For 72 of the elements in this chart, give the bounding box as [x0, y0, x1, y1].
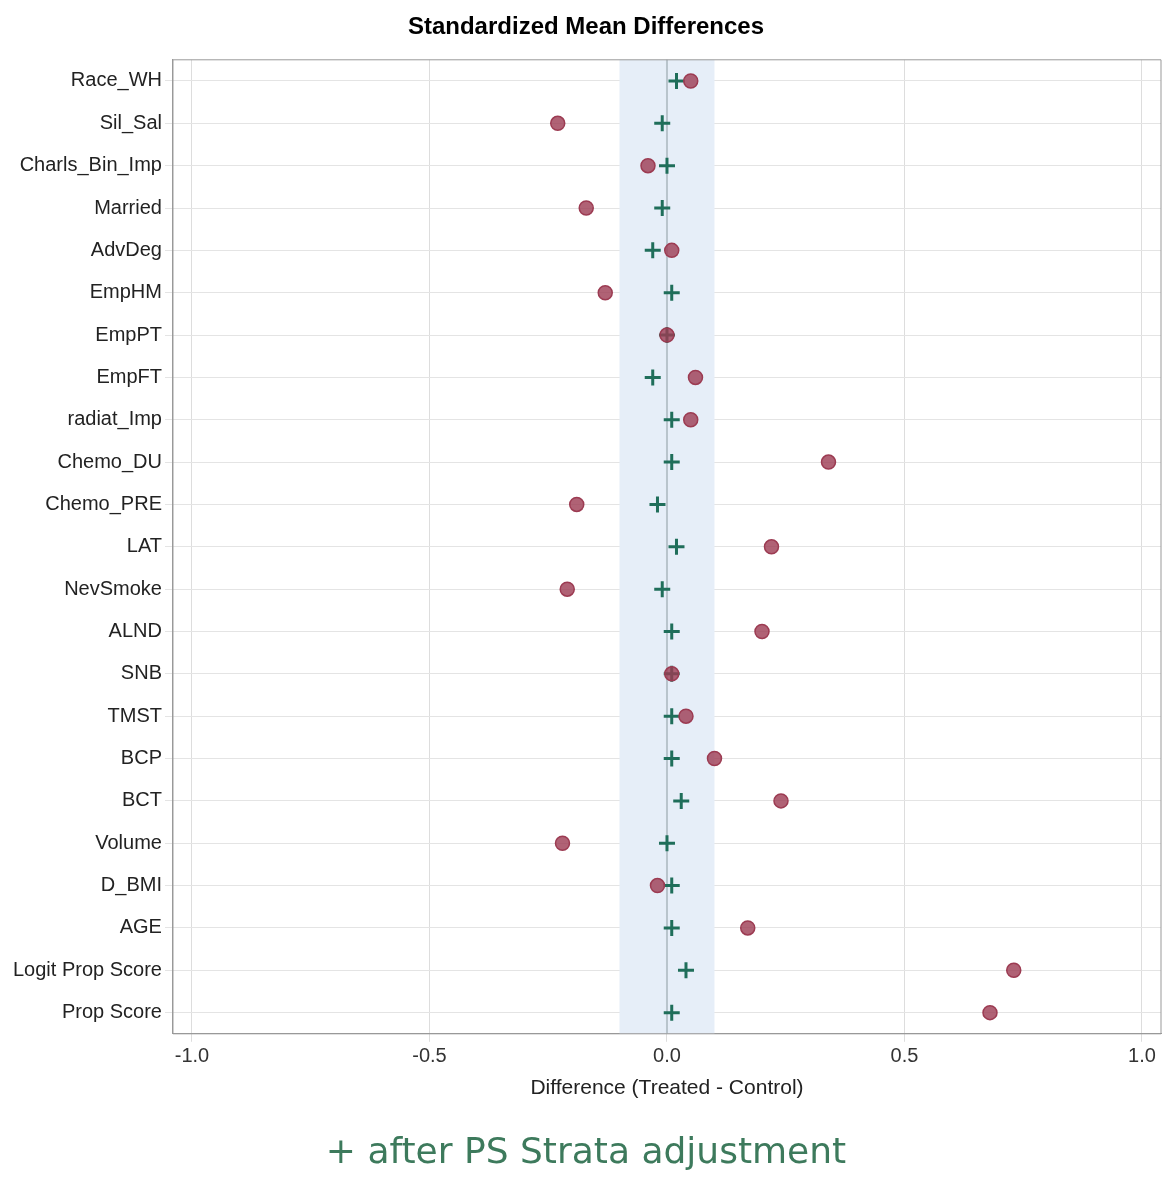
point: [643, 367, 663, 387]
y-tick-label: TMST: [107, 703, 162, 726]
point: [666, 537, 686, 557]
point: [682, 412, 699, 428]
point: [666, 71, 686, 91]
x-tick-label: 0.0: [653, 1044, 681, 1067]
y-tick-label: Chemo_DU: [57, 449, 162, 473]
point: [754, 623, 770, 640]
point: [662, 622, 682, 641]
point: [1006, 962, 1022, 979]
point: [652, 113, 672, 133]
point: [662, 876, 682, 896]
x-axis-title: Difference (Treated - Control): [530, 1075, 804, 1099]
y-tick-label: Race_WH: [70, 68, 162, 92]
point: [763, 539, 780, 555]
point: [662, 410, 682, 430]
point: [657, 833, 677, 853]
y-tick-label: BCT: [121, 788, 162, 811]
y-tick-label: NevSmoke: [64, 576, 162, 599]
y-tick-label: EmpHM: [89, 280, 162, 303]
point: [663, 242, 680, 259]
y-tick-label: Chemo_PRE: [45, 491, 162, 515]
y-tick-label: Sil_Sal: [99, 110, 162, 134]
x-tick-label: 0.5: [890, 1044, 919, 1067]
point: [773, 793, 789, 809]
point: [554, 835, 571, 851]
point: [652, 579, 672, 599]
y-tick-label: Prop Score: [61, 1000, 162, 1023]
y-tick-label: D_BMI: [100, 873, 162, 897]
chart-title: Standardized Mean Differences: [407, 12, 765, 40]
point: [578, 200, 594, 216]
point: [687, 369, 704, 386]
point: [706, 750, 723, 767]
point: [662, 918, 682, 938]
point: [657, 156, 677, 176]
x-tick-label: 1.0: [1128, 1044, 1156, 1067]
point: [820, 454, 837, 470]
y-tick-label: Volume: [95, 830, 162, 853]
y-tick-label: radiat_Imp: [67, 407, 162, 431]
point: [982, 1004, 998, 1021]
point: [652, 198, 672, 218]
point: [662, 283, 682, 303]
text: + after PS Strata adjustment: [324, 1130, 848, 1171]
point: [649, 877, 666, 894]
point: [671, 791, 691, 811]
point: [662, 452, 682, 472]
y-tick-label: AdvDeg: [90, 237, 162, 260]
y-tick-label: ALND: [108, 619, 162, 642]
point: [549, 115, 566, 132]
point: [647, 494, 667, 514]
point: [643, 240, 663, 260]
point: [662, 1003, 682, 1023]
x-tick-label: -1.0: [174, 1044, 210, 1067]
y-tick-label: EmpPT: [95, 322, 162, 345]
y-tick-label: SNB: [120, 661, 162, 684]
y-tick-label: LAT: [126, 534, 162, 557]
point: [676, 960, 696, 980]
point: [682, 73, 699, 89]
y-tick-label: Charls_Bin_Imp: [19, 153, 162, 177]
point: [640, 157, 656, 174]
point: [597, 284, 613, 301]
point: [739, 920, 756, 936]
point: [559, 581, 575, 597]
point: [678, 708, 694, 724]
y-tick-label: AGE: [119, 915, 162, 938]
y-tick-label: Logit Prop Score: [12, 957, 162, 980]
y-tick-label: Married: [94, 195, 162, 218]
y-tick-label: EmpFT: [96, 364, 162, 387]
y-tick-label: BCP: [120, 746, 162, 769]
point: [662, 749, 682, 769]
point: [568, 496, 585, 513]
x-tick-label: -0.5: [412, 1044, 447, 1067]
